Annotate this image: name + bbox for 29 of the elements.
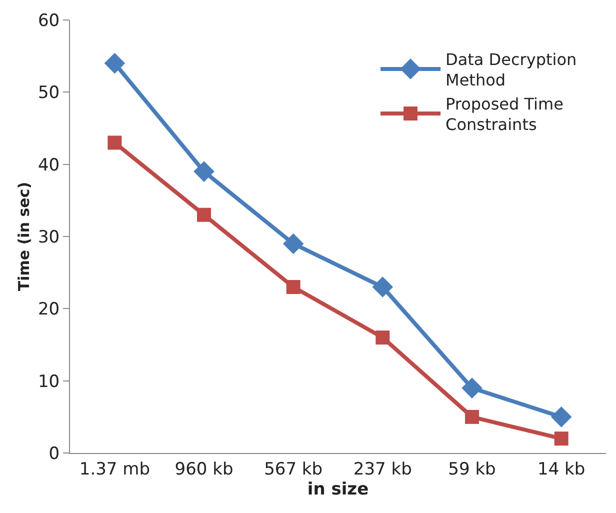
y-tick-label: 20 <box>38 300 60 320</box>
point <box>108 136 122 150</box>
x-tick-label: 59 kb <box>448 459 496 480</box>
point <box>550 406 572 428</box>
point <box>104 52 126 74</box>
y-tick-label: 30 <box>38 227 60 248</box>
legend-label: Proposed Time Constraints <box>446 94 564 134</box>
x-axis-title: in size <box>307 479 369 500</box>
x-tick-label: 237 kb <box>353 459 412 480</box>
point <box>286 280 300 294</box>
y-axis-title: Time (in sec) <box>15 182 34 292</box>
x-tick-label: 567 kb <box>264 459 323 480</box>
point <box>194 161 214 182</box>
y-tick-label: 60 <box>38 10 60 31</box>
point <box>554 432 568 446</box>
x-tick-label: 1.37 mb <box>79 459 150 480</box>
point <box>376 330 390 345</box>
x-tick-label: 960 kb <box>174 459 234 480</box>
y-tick-label: 50 <box>38 83 60 104</box>
legend-label: Data Decryption Method <box>446 50 577 90</box>
x-tick-label: 14 kb <box>537 459 586 480</box>
point <box>465 410 479 424</box>
y-tick-label: 10 <box>38 372 60 392</box>
point <box>462 378 482 398</box>
y-tick-label: 0 <box>48 444 60 464</box>
point <box>282 233 304 254</box>
y-tick-label: 40 <box>38 155 60 176</box>
point <box>372 276 394 298</box>
point <box>197 208 211 222</box>
